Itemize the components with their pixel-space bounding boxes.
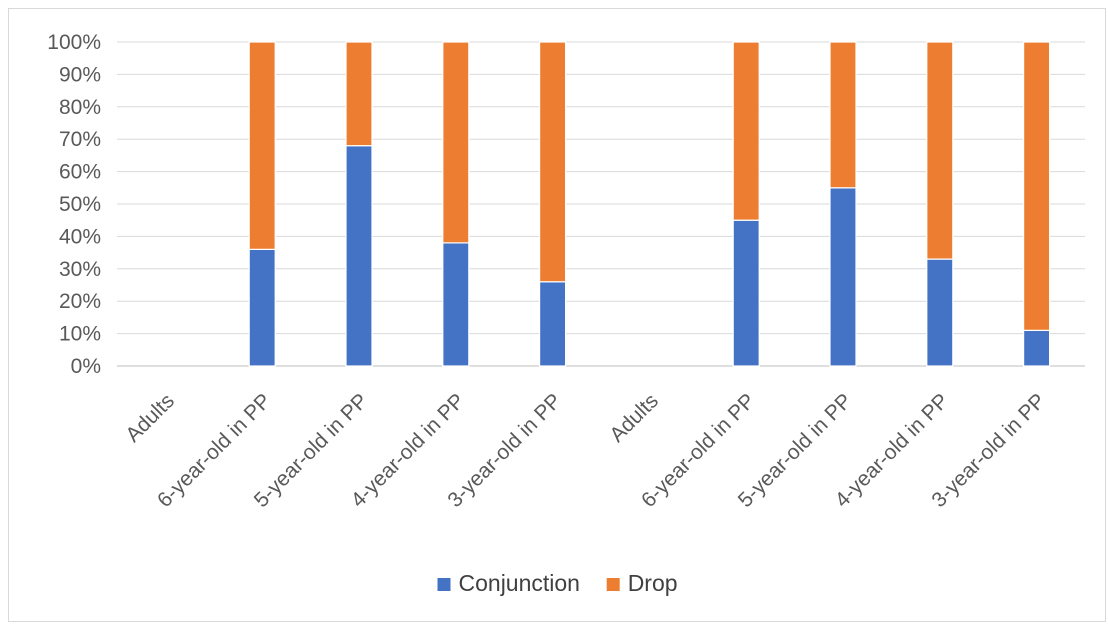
legend-swatch-drop bbox=[606, 578, 620, 591]
y-tick-label: 30% bbox=[59, 258, 101, 281]
y-tick-label: 50% bbox=[59, 193, 101, 216]
bars bbox=[248, 41, 1051, 367]
bar-conjunction bbox=[926, 258, 954, 367]
bar-drop bbox=[538, 41, 567, 283]
bar-drop bbox=[345, 41, 373, 147]
y-tick-label: 20% bbox=[59, 290, 101, 313]
bar-drop bbox=[248, 41, 276, 250]
legend: Conjunction Drop bbox=[437, 570, 678, 596]
bar-conjunction bbox=[538, 281, 567, 367]
y-tick-label: 70% bbox=[59, 128, 101, 151]
bar-drop bbox=[1022, 41, 1051, 331]
legend-label-drop: Drop bbox=[628, 570, 678, 596]
y-axis-ticks: 0% 10% 20% 30% 40% 50% 60% 70% 80% 90% 100% bbox=[47, 31, 101, 378]
bar-drop bbox=[442, 41, 470, 244]
x-tick-label: Adults bbox=[121, 389, 179, 447]
stacked-bar-chart: 0% 10% 20% 30% 40% 50% 60% 70% 80% 90% 100% Adults… bbox=[47, 31, 1085, 596]
bar-conjunction bbox=[732, 219, 760, 367]
bar-drop bbox=[829, 41, 857, 189]
legend-label-conjunction: Conjunction bbox=[459, 570, 580, 596]
bar-drop bbox=[926, 41, 954, 260]
legend-swatch-conjunction bbox=[437, 578, 451, 591]
y-tick-label: 100% bbox=[47, 31, 101, 54]
bar-conjunction bbox=[1022, 329, 1051, 367]
bar-conjunction bbox=[442, 242, 470, 367]
bar-drop bbox=[732, 41, 760, 221]
y-tick-label: 0% bbox=[71, 355, 101, 378]
y-tick-label: 80% bbox=[59, 96, 101, 119]
y-tick-label: 10% bbox=[59, 323, 101, 346]
x-tick-label: Adults bbox=[605, 389, 663, 447]
bar-conjunction bbox=[829, 187, 857, 367]
y-tick-label: 40% bbox=[59, 225, 101, 248]
gridlines bbox=[117, 41, 1085, 367]
bar-conjunction bbox=[345, 145, 373, 367]
y-tick-label: 90% bbox=[59, 63, 101, 86]
bar-conjunction bbox=[248, 248, 276, 367]
y-tick-label: 60% bbox=[59, 161, 101, 184]
chart-frame: 0% 10% 20% 30% 40% 50% 60% 70% 80% 90% 100% Adults… bbox=[8, 8, 1106, 622]
